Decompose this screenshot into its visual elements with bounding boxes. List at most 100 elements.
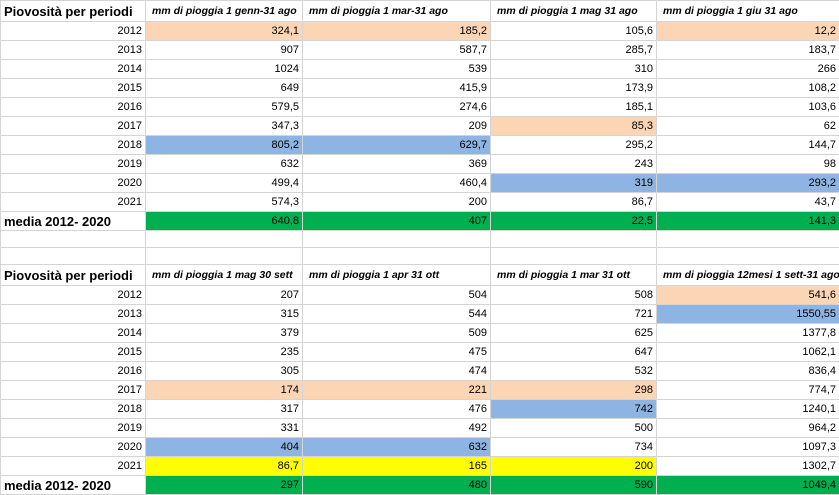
value-cell[interactable]: 266 xyxy=(657,60,839,79)
value-cell[interactable]: 243 xyxy=(491,155,657,174)
value-cell[interactable]: 474 xyxy=(303,362,491,381)
year-cell[interactable]: 2019 xyxy=(1,155,146,174)
table1-col-header[interactable]: mm di pioggia 1 mag 31 ago xyxy=(491,1,657,22)
value-cell[interactable]: 460,4 xyxy=(303,174,491,193)
value-cell[interactable]: 805,2 xyxy=(146,136,303,155)
empty-cell[interactable] xyxy=(146,231,303,248)
empty-cell[interactable] xyxy=(303,248,491,265)
value-cell[interactable]: 587,7 xyxy=(303,41,491,60)
value-cell[interactable]: 295,2 xyxy=(491,136,657,155)
value-cell[interactable]: 207 xyxy=(146,286,303,305)
year-cell[interactable]: 2021 xyxy=(1,193,146,212)
empty-cell[interactable] xyxy=(657,231,839,248)
value-cell[interactable]: 298 xyxy=(491,381,657,400)
table2-col-header[interactable]: mm di pioggia 1 mag 30 sett xyxy=(146,265,303,286)
value-cell[interactable]: 541,6 xyxy=(657,286,839,305)
average-cell[interactable]: 1049,4 xyxy=(657,476,839,495)
year-cell[interactable]: 2018 xyxy=(1,136,146,155)
value-cell[interactable]: 108,2 xyxy=(657,79,839,98)
value-cell[interactable]: 774,7 xyxy=(657,381,839,400)
value-cell[interactable]: 285,7 xyxy=(491,41,657,60)
value-cell[interactable]: 415,9 xyxy=(303,79,491,98)
table1-col-header[interactable]: mm di pioggia 1 mar-31 ago xyxy=(303,1,491,22)
value-cell[interactable]: 404 xyxy=(146,438,303,457)
year-cell[interactable]: 2020 xyxy=(1,438,146,457)
table1-col-header[interactable]: mm di pioggia 1 giu 31 ago xyxy=(657,1,839,22)
value-cell[interactable]: 632 xyxy=(146,155,303,174)
value-cell[interactable]: 183,7 xyxy=(657,41,839,60)
average-cell[interactable]: 141,3 xyxy=(657,212,839,231)
value-cell[interactable]: 85,3 xyxy=(491,117,657,136)
value-cell[interactable]: 499,4 xyxy=(146,174,303,193)
year-cell[interactable]: 2014 xyxy=(1,60,146,79)
average-label[interactable]: media 2012- 2020 xyxy=(1,476,146,495)
year-cell[interactable]: 2015 xyxy=(1,343,146,362)
value-cell[interactable]: 173,9 xyxy=(491,79,657,98)
value-cell[interactable]: 836,4 xyxy=(657,362,839,381)
value-cell[interactable]: 274,6 xyxy=(303,98,491,117)
value-cell[interactable]: 544 xyxy=(303,305,491,324)
year-cell[interactable]: 2014 xyxy=(1,324,146,343)
value-cell[interactable]: 1097,3 xyxy=(657,438,839,457)
average-cell[interactable]: 22,5 xyxy=(491,212,657,231)
table2-col-header[interactable]: mm di pioggia 1 apr 31 ott xyxy=(303,265,491,286)
value-cell[interactable]: 369 xyxy=(303,155,491,174)
value-cell[interactable]: 305 xyxy=(146,362,303,381)
value-cell[interactable]: 574,3 xyxy=(146,193,303,212)
value-cell[interactable]: 310 xyxy=(491,60,657,79)
empty-cell[interactable] xyxy=(491,231,657,248)
value-cell[interactable]: 86,7 xyxy=(491,193,657,212)
year-cell[interactable]: 2020 xyxy=(1,174,146,193)
value-cell[interactable]: 1550,55 xyxy=(657,305,839,324)
year-cell[interactable]: 2016 xyxy=(1,362,146,381)
value-cell[interactable]: 12,2 xyxy=(657,22,839,41)
value-cell[interactable]: 492 xyxy=(303,419,491,438)
value-cell[interactable]: 734 xyxy=(491,438,657,457)
average-cell[interactable]: 480 xyxy=(303,476,491,495)
value-cell[interactable]: 200 xyxy=(491,457,657,476)
value-cell[interactable]: 532 xyxy=(491,362,657,381)
empty-cell[interactable] xyxy=(146,248,303,265)
year-cell[interactable]: 2015 xyxy=(1,79,146,98)
value-cell[interactable]: 579,5 xyxy=(146,98,303,117)
average-cell[interactable]: 640,8 xyxy=(146,212,303,231)
value-cell[interactable]: 964,2 xyxy=(657,419,839,438)
year-cell[interactable]: 2013 xyxy=(1,41,146,60)
value-cell[interactable]: 1302,7 xyxy=(657,457,839,476)
value-cell[interactable]: 319 xyxy=(491,174,657,193)
value-cell[interactable]: 539 xyxy=(303,60,491,79)
value-cell[interactable]: 221 xyxy=(303,381,491,400)
year-cell[interactable]: 2013 xyxy=(1,305,146,324)
table2-col-header[interactable]: mm di pioggia 1 mar 31 ott xyxy=(491,265,657,286)
average-label[interactable]: media 2012- 2020 xyxy=(1,212,146,231)
empty-cell[interactable] xyxy=(657,248,839,265)
value-cell[interactable]: 165 xyxy=(303,457,491,476)
average-cell[interactable]: 590 xyxy=(491,476,657,495)
value-cell[interactable]: 1062,1 xyxy=(657,343,839,362)
value-cell[interactable]: 629,7 xyxy=(303,136,491,155)
value-cell[interactable]: 105,6 xyxy=(491,22,657,41)
year-cell[interactable]: 2017 xyxy=(1,117,146,136)
year-cell[interactable]: 2016 xyxy=(1,98,146,117)
value-cell[interactable]: 43,7 xyxy=(657,193,839,212)
table1-col-header[interactable]: mm di pioggia 1 genn-31 ago xyxy=(146,1,303,22)
year-cell[interactable]: 2012 xyxy=(1,286,146,305)
empty-cell[interactable] xyxy=(303,231,491,248)
value-cell[interactable]: 62 xyxy=(657,117,839,136)
average-cell[interactable]: 297 xyxy=(146,476,303,495)
table2-col-header[interactable]: mm di pioggia 12mesi 1 sett-31 ago xyxy=(657,265,839,286)
value-cell[interactable]: 508 xyxy=(491,286,657,305)
value-cell[interactable]: 174 xyxy=(146,381,303,400)
empty-cell[interactable] xyxy=(491,248,657,265)
value-cell[interactable]: 721 xyxy=(491,305,657,324)
value-cell[interactable]: 1377,8 xyxy=(657,324,839,343)
value-cell[interactable]: 235 xyxy=(146,343,303,362)
value-cell[interactable]: 324,1 xyxy=(146,22,303,41)
value-cell[interactable]: 317 xyxy=(146,400,303,419)
value-cell[interactable]: 475 xyxy=(303,343,491,362)
empty-cell[interactable] xyxy=(1,231,146,248)
value-cell[interactable]: 500 xyxy=(491,419,657,438)
value-cell[interactable]: 625 xyxy=(491,324,657,343)
value-cell[interactable]: 504 xyxy=(303,286,491,305)
value-cell[interactable]: 315 xyxy=(146,305,303,324)
